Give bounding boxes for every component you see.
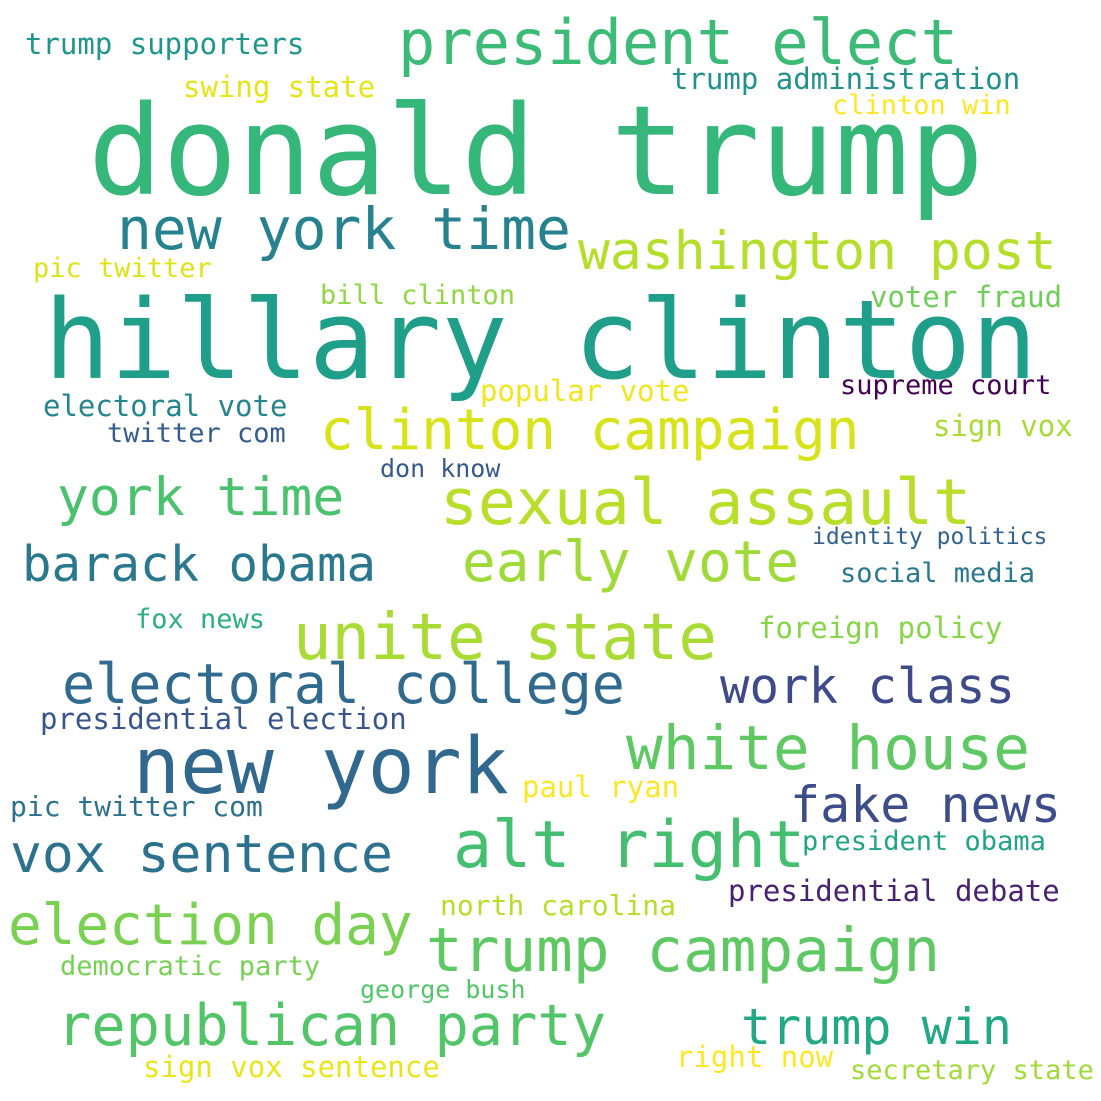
word-fox-news: fox news: [135, 604, 266, 635]
word-electoral-vote: electoral vote: [43, 389, 288, 423]
word-presidential-election: presidential election: [40, 702, 407, 736]
word-early-vote: early vote: [462, 530, 800, 595]
word-president-elect: president elect: [398, 6, 958, 79]
word-fake-news: fake news: [790, 776, 1061, 834]
word-unite-state: unite state: [293, 601, 717, 675]
word-don-know: don know: [380, 454, 501, 483]
word-bill-clinton: bill clinton: [320, 280, 516, 311]
word-sign-vox-sentence: sign vox sentence: [143, 1050, 440, 1084]
word-barack-obama: barack obama: [22, 536, 377, 593]
word-voter-fraud: voter fraud: [870, 280, 1063, 314]
word-president-obama: president obama: [802, 826, 1046, 857]
word-supreme-court: supreme court: [840, 370, 1052, 401]
word-clinton-win: clinton win: [832, 90, 1011, 121]
word-sign-vox: sign vox: [933, 409, 1073, 443]
word-work-class: work class: [720, 658, 1016, 715]
word-paul-ryan: paul ryan: [522, 770, 680, 804]
word-donald-trump: donald trump: [88, 80, 984, 224]
word-election-day: election day: [8, 893, 413, 958]
word-identity-politics: identity politics: [812, 524, 1048, 550]
word-right-now: right now: [676, 1040, 834, 1074]
word-popular-vote: popular vote: [480, 374, 690, 408]
word-democratic-party: democratic party: [60, 951, 321, 982]
word-twitter-com: twitter com: [107, 418, 286, 449]
word-george-bush: george bush: [360, 975, 526, 1004]
word-alt-right: alt right: [453, 808, 806, 883]
word-white-house: white house: [626, 713, 1030, 784]
word-trump-campaign: trump campaign: [426, 915, 941, 986]
word-secretary-state: secretary state: [850, 1055, 1094, 1086]
word-pic-twitter: pic twitter: [33, 253, 212, 284]
word-electoral-college: electoral college: [62, 652, 625, 716]
word-trump-supporters: trump supporters: [25, 27, 305, 61]
word-swing-state: swing state: [183, 70, 376, 104]
word-republican-party: republican party: [57, 993, 607, 1059]
word-social-media: social media: [840, 558, 1036, 589]
word-trump-win: trump win: [741, 998, 1012, 1056]
word-clinton-campaign: clinton campaign: [320, 398, 860, 463]
word-pic-twitter-com: pic twitter com: [10, 790, 263, 823]
word-north-carolina: north carolina: [440, 889, 677, 922]
word-new-york: new york: [133, 722, 509, 812]
word-york-time: york time: [57, 467, 345, 528]
word-new-york-time: new york time: [117, 195, 571, 263]
word-washington-post: washington post: [578, 221, 1057, 282]
word-trump-administration: trump administration: [671, 62, 1021, 96]
word-vox-sentence: vox sentence: [10, 824, 393, 885]
word-sexual-assault: sexual assault: [440, 466, 972, 539]
word-hillary-clinton: hillary clinton: [44, 276, 1038, 404]
word-presidential-debate: presidential debate: [728, 874, 1060, 908]
word-foreign-policy: foreign policy: [758, 611, 1003, 645]
